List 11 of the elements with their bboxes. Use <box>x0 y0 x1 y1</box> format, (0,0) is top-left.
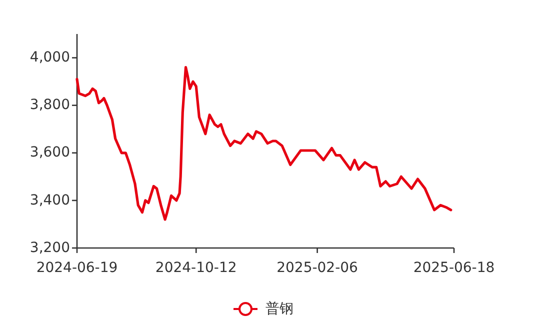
x-tick-label: 2024-10-12 <box>155 260 237 276</box>
legend-label: 普钢 <box>266 300 294 317</box>
y-tick-label: 3,800 <box>30 97 70 114</box>
y-tick-label: 3,400 <box>30 192 70 208</box>
line-series <box>76 66 452 221</box>
x-tick-label: 2025-06-18 <box>413 260 495 276</box>
y-tick-label: 4,000 <box>30 50 70 66</box>
x-tick-label: 2025-02-06 <box>276 260 358 276</box>
x-tick-label: 2024-06-19 <box>36 260 118 276</box>
y-tick-label: 3,200 <box>30 240 70 256</box>
y-tick-label: 3,600 <box>30 144 70 161</box>
